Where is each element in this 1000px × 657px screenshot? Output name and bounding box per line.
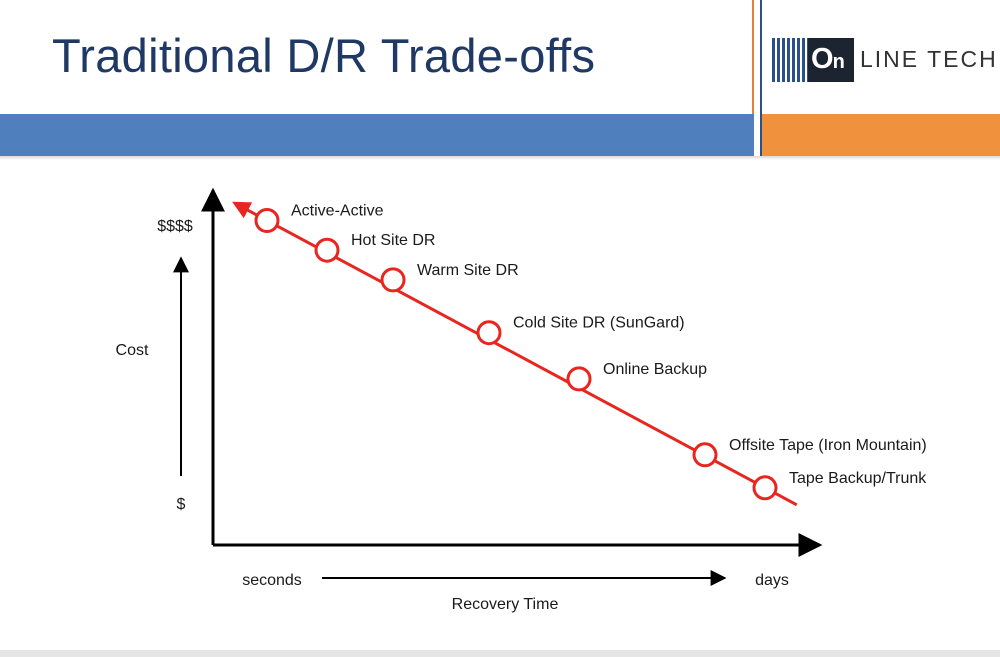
data-point-label: Offsite Tape (Iron Mountain): [729, 437, 927, 454]
logo-box: [808, 38, 854, 82]
data-points: Active-Active Hot Site DR Warm Site DR Cold…: [254, 203, 927, 501]
header-band-shadow: [0, 156, 1000, 160]
x-max-label: days: [755, 572, 789, 589]
data-point-label: Cold Site DR (SunGard): [513, 315, 685, 332]
data-point-label: Online Backup: [603, 361, 707, 378]
y-min-label: $: [177, 496, 186, 513]
logo-text: LINE TECH: [860, 46, 998, 72]
data-point-label: Hot Site DR: [351, 232, 435, 249]
slide-bottom-edge: [0, 650, 1000, 657]
y-axis-label: Cost: [116, 342, 149, 359]
header-band-blue: [0, 114, 754, 156]
y-max-label: $$$$: [157, 218, 193, 235]
data-point-marker: [254, 208, 280, 233]
x-min-label: seconds: [242, 572, 302, 589]
data-point-marker: [314, 237, 340, 263]
data-point-marker: [692, 442, 718, 468]
data-point-marker: [380, 267, 406, 293]
logo-on: On: [811, 43, 845, 75]
data-point-marker: [566, 366, 592, 392]
data-point-marker: [476, 320, 502, 346]
x-axis-label: Recovery Time: [452, 596, 559, 613]
data-point-label: Active-Active: [291, 203, 384, 220]
header-rule-orange: [752, 0, 754, 156]
header-rule-blue: [760, 0, 762, 156]
data-point-marker: [752, 475, 778, 501]
data-point-label: Tape Backup/Trunk: [789, 470, 927, 487]
slide-title: Traditional D/R Trade-offs: [52, 29, 596, 82]
data-point-label: Warm Site DR: [417, 262, 519, 279]
logo: On LINE TECH: [772, 34, 996, 82]
header-band-orange: [762, 114, 1000, 156]
